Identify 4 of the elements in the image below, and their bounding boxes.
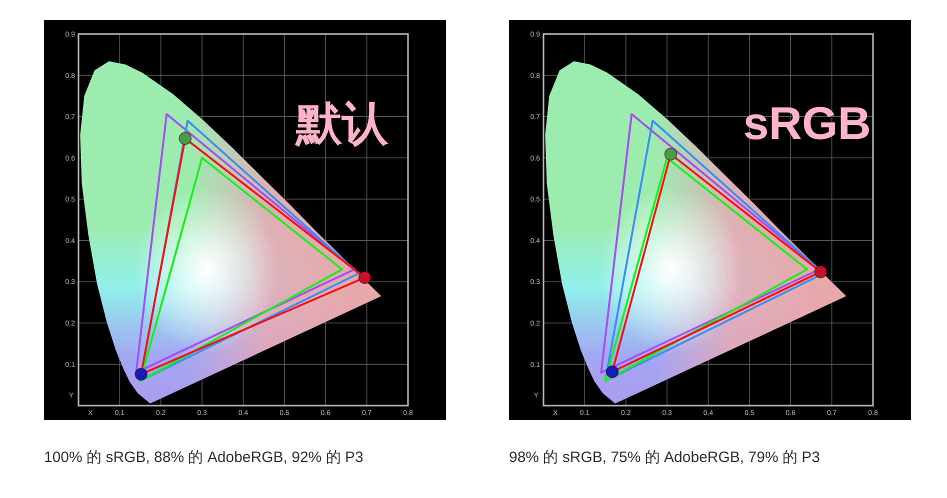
text: 98% 的 sRGB, 75% 的 AdobeRGB, 79% 的 P3 [509,449,820,466]
text: sRGB [743,97,872,149]
text: 默认 [294,97,390,149]
text: 100% 的 sRGB, 88% 的 AdobeRGB, 92% 的 P3 [44,449,364,466]
